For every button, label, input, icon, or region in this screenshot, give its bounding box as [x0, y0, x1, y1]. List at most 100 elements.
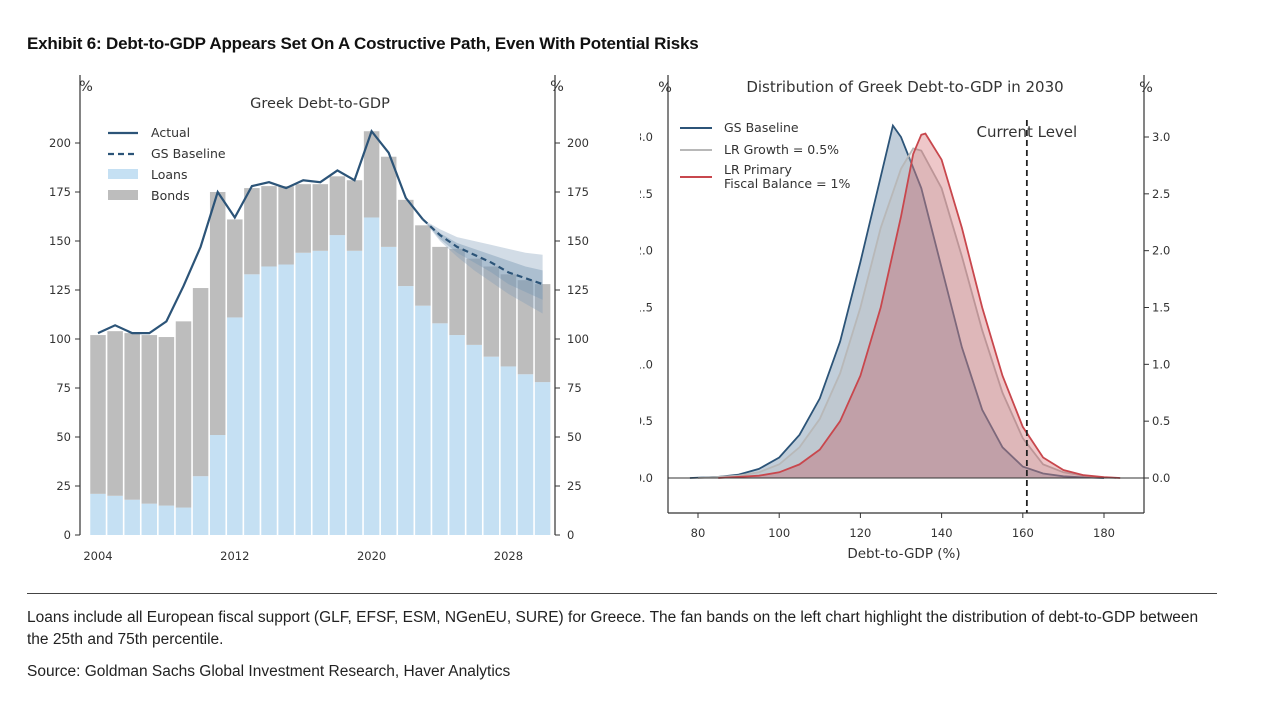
bar-bonds	[432, 246, 448, 324]
bar-loans	[158, 505, 175, 535]
bar-bonds	[175, 321, 192, 508]
axes-group: 0 0 25 25 50 50 75 75 100 100 125 125 150 150 175 175 20…	[49, 75, 589, 563]
x-tick-label: 80	[691, 526, 706, 540]
density-gs-baseline-fill	[689, 125, 1104, 478]
density-gs-baseline-line	[689, 123, 1105, 479]
source-line: Source: Goldman Sachs Global Investment …	[27, 663, 511, 680]
y-tick-label-right: 100	[567, 332, 589, 346]
legend-loans-swatch	[108, 169, 138, 179]
bar-loans	[363, 217, 380, 536]
bar-bonds	[90, 335, 106, 494]
bar-bonds	[415, 225, 431, 306]
bar-loans	[141, 503, 158, 535]
y-tick-label-left: 175	[49, 185, 71, 199]
x-tick-label: 100	[768, 526, 790, 540]
legend-baseline-label: GS Baseline	[151, 146, 226, 161]
bar-bonds	[141, 335, 158, 504]
y-tick-label-left: 50	[56, 430, 71, 444]
legend-lr-primary-line1: LR Primary	[724, 162, 793, 177]
right-right-axis-unit: %	[1139, 80, 1153, 96]
x-tick-label: 120	[849, 526, 871, 540]
bars-group	[90, 131, 551, 536]
right-legend: GS Baseline LR Growth = 0.5% LR Primary …	[680, 120, 850, 191]
exhibit-title: Exhibit 6: Debt-to-GDP Appears Set On A …	[27, 34, 699, 53]
bar-bonds	[124, 333, 140, 500]
right-chart-title: Distribution of Greek Debt-to-GDP in 203…	[746, 78, 1063, 96]
bar-loans	[244, 274, 260, 535]
y-tick-label-left: 1.5	[640, 301, 653, 315]
y-tick-label-right: 0	[567, 528, 574, 542]
left-chart-title: Greek Debt-to-GDP	[250, 96, 390, 112]
bar-loans	[380, 246, 397, 535]
legend-gs-baseline-label: GS Baseline	[724, 120, 799, 135]
bar-bonds	[517, 280, 534, 375]
x-tick-label: 180	[1093, 526, 1115, 540]
x-tick-label: 2028	[494, 549, 523, 563]
bar-bonds	[261, 186, 277, 267]
left-legend: Actual GS Baseline Loans Bonds	[108, 125, 226, 203]
density-lr-growth-line	[697, 147, 1117, 479]
bar-loans	[449, 335, 465, 535]
y-tick-label-left: 0	[64, 528, 71, 542]
x-axis-label: Debt-to-GDP (%)	[847, 546, 960, 562]
bar-loans	[107, 495, 123, 535]
y-tick-label-left: 100	[49, 332, 71, 346]
y-tick-label-left: 125	[49, 283, 71, 297]
y-tick-label-left: 2.0	[640, 244, 653, 258]
bar-loans	[209, 435, 226, 535]
y-tick-label-right: 25	[567, 479, 582, 493]
bar-bonds	[278, 186, 294, 265]
legend-loans-label: Loans	[151, 167, 188, 182]
y-tick-label-right: 2.5	[1152, 187, 1170, 201]
right-chart: Distribution of Greek Debt-to-GDP in 203…	[640, 75, 1170, 562]
x-tick-label: 160	[1012, 526, 1034, 540]
y-tick-label-right: 150	[567, 234, 589, 248]
y-tick-label-right: 50	[567, 430, 582, 444]
y-tick-label-right: 1.0	[1152, 357, 1170, 371]
y-tick-label-left: 1.0	[640, 357, 653, 371]
density-lr-primary-line	[718, 132, 1121, 479]
x-tick-label: 2020	[357, 549, 386, 563]
y-tick-label-right: 3.0	[1152, 130, 1170, 144]
footer-divider	[27, 593, 1217, 594]
bar-loans	[175, 507, 192, 535]
bar-loans	[346, 250, 363, 536]
y-tick-label-right: 1.5	[1152, 301, 1170, 315]
bar-loans	[295, 252, 311, 535]
bar-bonds	[483, 266, 500, 357]
y-tick-label-right: 125	[567, 283, 589, 297]
bar-bonds	[363, 131, 380, 218]
actual-line	[97, 128, 424, 335]
footnote: Loans include all European fiscal suppor…	[27, 609, 1199, 648]
bar-loans	[192, 476, 209, 535]
y-tick-label-left: 0.5	[640, 414, 653, 428]
bar-loans	[483, 356, 500, 535]
bar-loans	[329, 235, 346, 535]
bar-loans	[398, 286, 414, 535]
bar-loans	[124, 499, 140, 535]
bar-bonds	[449, 248, 465, 336]
bar-bonds	[158, 337, 175, 506]
bar-loans	[312, 250, 329, 536]
bar-loans	[466, 344, 482, 535]
bar-bonds	[209, 192, 226, 436]
y-tick-label-left: 25	[56, 479, 71, 493]
bar-bonds	[500, 274, 517, 367]
legend-bonds-label: Bonds	[151, 188, 190, 203]
legend-lr-primary-label: LR Primary Fiscal Balance = 1%	[724, 162, 850, 191]
legend-lr-primary-line2: Fiscal Balance = 1%	[724, 176, 850, 191]
legend-actual-label: Actual	[151, 125, 190, 140]
lines-group	[97, 128, 543, 335]
gs-baseline-line	[422, 218, 543, 286]
y-tick-label-right: 2.0	[1152, 244, 1170, 258]
bar-bonds	[534, 284, 551, 383]
y-tick-label-right: 75	[567, 381, 582, 395]
bar-loans	[432, 323, 448, 535]
bar-bonds	[227, 219, 243, 318]
x-tick-label: 2012	[220, 549, 249, 563]
right-axis-unit: %	[550, 79, 564, 95]
bar-bonds	[346, 180, 363, 251]
y-tick-label-right: 200	[567, 136, 589, 150]
bar-loans	[534, 382, 551, 535]
right-left-axis-unit: %	[658, 80, 672, 96]
